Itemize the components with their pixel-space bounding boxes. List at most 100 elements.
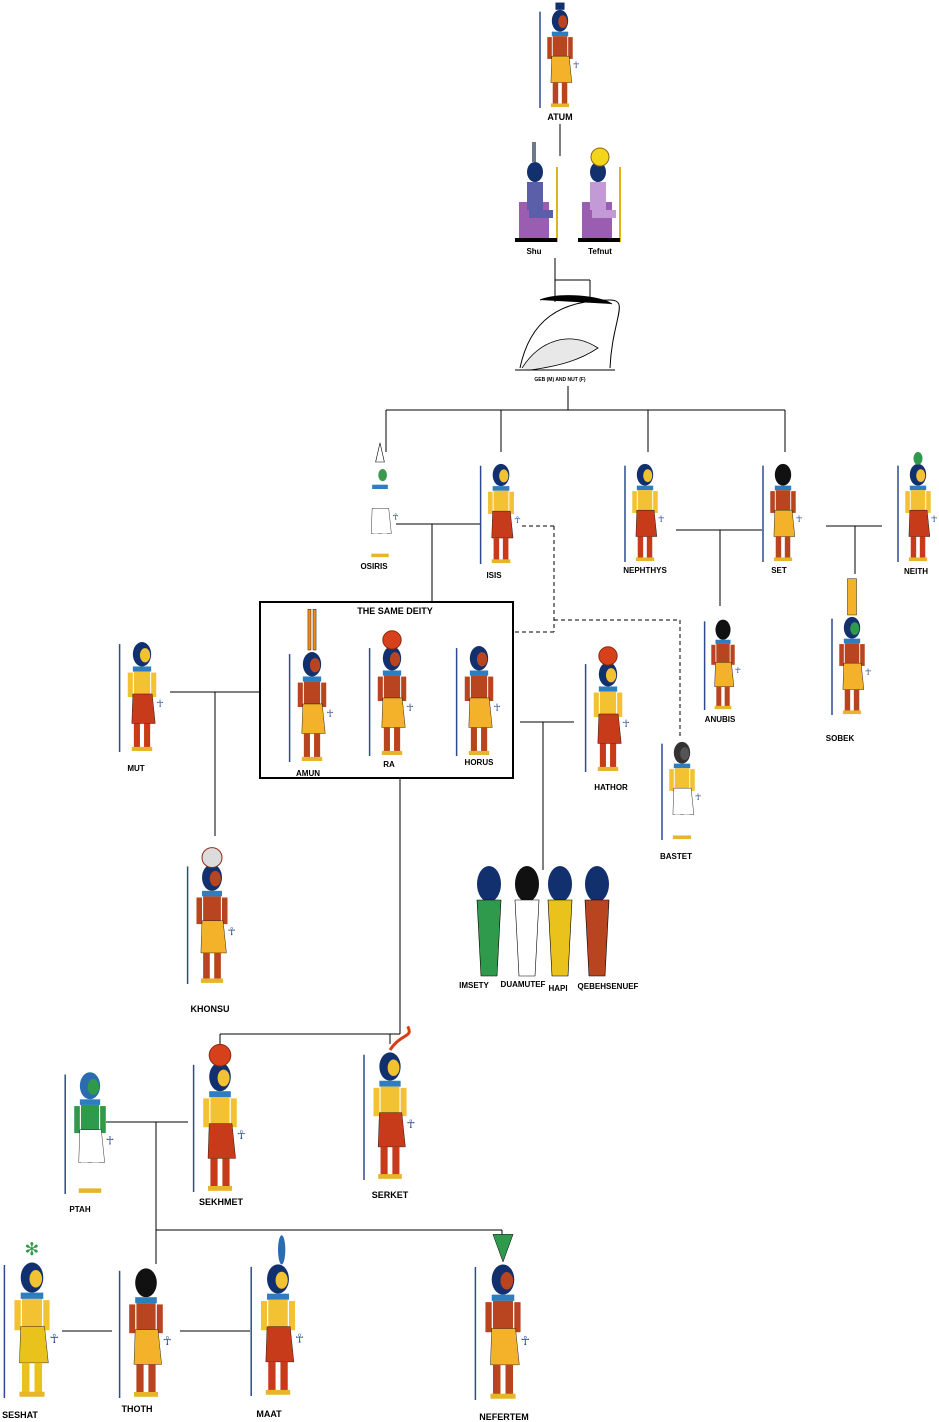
bastet-figure-part — [674, 768, 690, 789]
anubis-figure-part — [716, 686, 722, 707]
neith-figure-part — [910, 490, 926, 511]
label-imsety: IMSETY — [459, 981, 489, 990]
nefertem-figure-part — [514, 1302, 521, 1333]
ra-figure-part — [381, 750, 403, 755]
serket-figure-part — [388, 1025, 411, 1051]
canopic-jar-1 — [514, 866, 540, 977]
set-figure-part — [774, 485, 792, 491]
label-shu: Shu — [526, 247, 542, 256]
khonsu-figure-part — [203, 896, 221, 921]
anubis-figure-part — [716, 643, 730, 663]
nephthys-figure-part — [643, 469, 653, 482]
label-serket: SERKET — [371, 1190, 409, 1200]
nephthys-figure-part — [635, 509, 658, 537]
canopic-jar-0-part — [476, 899, 502, 977]
osiris-figure-part — [378, 468, 387, 482]
thoth-figure-part — [148, 1364, 156, 1394]
anubis-figure-part — [711, 644, 716, 665]
osiris-figure-part — [375, 442, 385, 463]
ra-figure: ☥ — [368, 630, 414, 756]
label-sekhmet: SEKHMET — [198, 1197, 244, 1207]
mut-figure-part: ☥ — [156, 699, 164, 710]
anubis-figure-part — [714, 705, 732, 710]
label-ptah: PTAH — [69, 1205, 91, 1214]
osiris-figure-part — [387, 489, 393, 511]
sobek-figure-part — [844, 689, 851, 712]
horus-figure-part — [469, 670, 489, 676]
khonsu-figure-part — [196, 897, 203, 925]
nefertem-figure-part — [500, 1272, 514, 1290]
sobek-figure: ☥ — [831, 578, 872, 715]
bastet-figure-part — [680, 747, 690, 760]
sekhmet-figure-part — [222, 1158, 230, 1188]
thoth-figure-part — [133, 1329, 162, 1365]
canopic-jar-3-part — [584, 899, 610, 977]
serket-figure-part — [378, 1174, 402, 1179]
khonsu-figure-part — [200, 978, 224, 983]
sobek-figure-part — [843, 638, 861, 644]
atum-figure-part — [568, 37, 573, 59]
horus-figure-part — [470, 675, 488, 698]
isis-figure-part — [491, 559, 511, 564]
maat-figure-part — [288, 1300, 296, 1331]
sobek-figure-part — [860, 644, 865, 666]
label-isis: ISIS — [486, 571, 502, 580]
canopic-jar-1-part — [515, 866, 539, 902]
label-qebehsenuef: QEBEHSENUEF — [577, 982, 639, 991]
label-bastet: BASTET — [660, 852, 692, 861]
maat-figure-part — [265, 1326, 295, 1363]
anubis-figure-part — [715, 639, 731, 644]
ptah-figure-part — [80, 1162, 88, 1190]
anubis-figure-part: ☥ — [735, 665, 741, 675]
isis-figure-part — [493, 538, 500, 561]
mut-figure: ☥ — [118, 642, 164, 752]
atum-figure-part — [555, 2, 565, 10]
amun-figure-part — [297, 682, 303, 708]
hathor-figure-part — [593, 692, 599, 718]
seshat-figure-part — [43, 1300, 50, 1331]
nephthys-figure: ☥ — [624, 463, 665, 562]
isis-figure-part — [502, 538, 509, 561]
label-nephthys: NEPHTHYS — [623, 566, 667, 575]
osiris-figure-part — [381, 533, 387, 555]
bastet-figure-part — [672, 787, 695, 815]
neith-figure-part — [916, 469, 926, 482]
thoth-figure-part — [136, 1364, 144, 1394]
horus-figure-part — [476, 652, 488, 667]
tefnut-figure-part — [590, 182, 606, 210]
amun-figure-part — [314, 733, 321, 758]
bastet-figure-part — [674, 814, 681, 837]
mut-figure-part — [139, 648, 151, 663]
horus-figure-part — [468, 697, 493, 728]
sobek-figure-part — [853, 689, 860, 712]
horus-figure-part — [464, 676, 470, 702]
maat-figure-part — [278, 1235, 286, 1265]
thoth-figure-part — [143, 1275, 156, 1293]
sobek-figure-part — [842, 710, 862, 715]
amun-figure-part — [303, 733, 310, 758]
canopic-jar-3-part — [585, 866, 609, 902]
atum-figure-part — [550, 103, 570, 108]
ptah-figure-part — [100, 1106, 106, 1134]
nefertem-figure-part — [485, 1302, 492, 1333]
mut-figure-part — [133, 723, 140, 748]
atum-figure-part — [561, 82, 568, 105]
set-figure-part — [773, 557, 793, 562]
hathor-figure-part — [597, 713, 622, 744]
atum-figure-part — [558, 15, 568, 28]
anubis-figure-part — [714, 662, 735, 687]
nephthys-figure-part — [636, 485, 654, 491]
geb-nut-figure-part — [539, 295, 613, 305]
amun-figure-part — [312, 609, 317, 651]
hathor-figure-part — [617, 692, 623, 718]
tefnut-figure-part — [592, 210, 616, 218]
isis-figure-part — [509, 491, 514, 514]
set-figure-part: ☥ — [796, 515, 803, 525]
bastet-figure-part — [683, 814, 690, 837]
nephthys-figure-part — [635, 557, 655, 562]
label-sobek: SOBEK — [825, 734, 855, 743]
dashed-connector-lines — [514, 525, 681, 736]
anubis-figure: ☥ — [703, 619, 741, 710]
serket-figure-part: ☥ — [407, 1117, 416, 1131]
